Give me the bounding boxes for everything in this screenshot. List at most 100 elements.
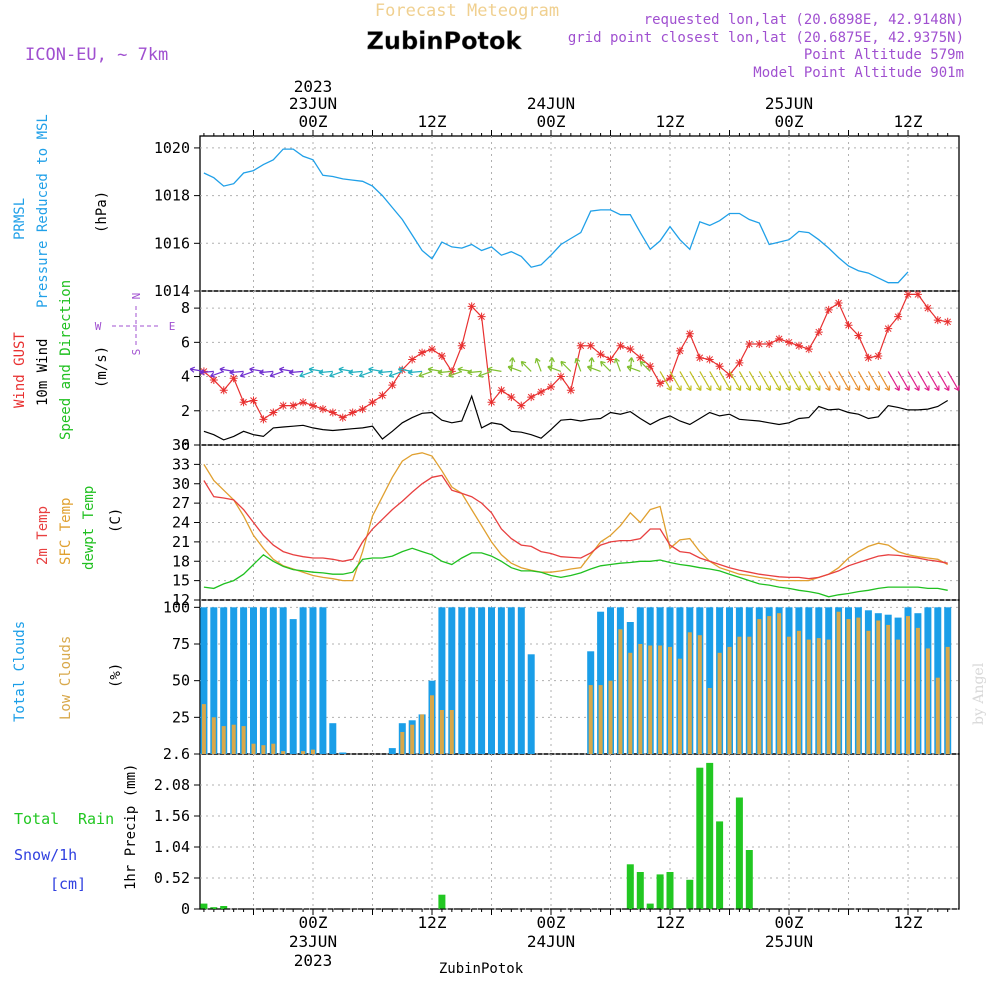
wind-direction-arrow: [857, 371, 871, 392]
low-cloud-label: Low Clouds: [58, 636, 74, 720]
y-tick-label: 30: [172, 475, 190, 493]
gust-marker: [923, 304, 932, 313]
low-cloud-bar: [856, 617, 861, 754]
gust-marker: [497, 386, 506, 395]
top-year-label: 2023: [294, 77, 333, 96]
grid-layer: [200, 136, 959, 910]
low-cloud-bar: [588, 685, 593, 754]
pressure-unit-label: (hPa): [94, 191, 110, 233]
low-cloud-bar: [806, 639, 811, 754]
total-cloud-bar: [607, 607, 614, 754]
wind-direction-arrow: [669, 371, 682, 392]
pressure-panel-frame: [199, 135, 960, 292]
pressure-line: [203, 148, 909, 284]
pressure-label-2: Pressure Reduced to MSL: [35, 114, 51, 308]
gust-marker: [775, 334, 784, 343]
wind-direction-arrow: [548, 357, 555, 372]
gust-marker: [279, 401, 288, 410]
wind-direction-arrow: [534, 357, 542, 372]
total-cloud-bar: [210, 607, 218, 754]
total-cloud-bar: [507, 607, 515, 754]
low-cloud-bar: [658, 645, 663, 754]
chart-title: Forecast Meteogram: [375, 1, 559, 21]
dewpt-label: dewpt Temp: [81, 486, 97, 570]
gust-marker: [824, 305, 833, 314]
wind-direction-arrow: [828, 371, 841, 392]
wind-direction-arrow: [877, 371, 890, 392]
y-tick-label: 18: [172, 552, 190, 570]
gust-marker: [705, 355, 714, 364]
total-cloud-bar: [448, 607, 456, 754]
y-tick-label: 1020: [154, 139, 190, 157]
gust-marker: [646, 362, 655, 371]
compass-rose: N S W E: [95, 293, 176, 356]
wind-direction-arrow: [507, 365, 522, 372]
wind-direction-arrow: [917, 371, 930, 392]
precip-bar: [636, 872, 644, 909]
wind-direction-arrow: [318, 369, 333, 376]
gust-marker: [527, 393, 536, 402]
total-cloud-bar: [597, 611, 605, 754]
wind-direction-arrow: [407, 369, 423, 376]
y-tick-label: 2.6: [163, 745, 190, 763]
temp-unit-label: (C): [108, 508, 124, 533]
total-cloud-bar: [339, 752, 347, 754]
top-tick-label: 00Z: [537, 112, 566, 131]
wind-direction-arrow: [699, 371, 712, 392]
gust-marker: [685, 329, 694, 338]
total-cloud-bar: [388, 748, 396, 754]
low-cloud-bar: [697, 635, 702, 754]
gust-line: [203, 293, 948, 421]
lines-layer: [203, 148, 949, 598]
y-tick-label: 24: [172, 514, 190, 532]
wind-direction-arrow: [348, 369, 363, 376]
wind-direction-arrow: [626, 365, 641, 372]
bars-layer: [200, 607, 952, 909]
wind-direction-arrow: [947, 371, 960, 392]
y-tick-label: 25: [172, 708, 190, 726]
gust-marker: [943, 317, 952, 326]
gust-marker: [656, 379, 665, 388]
marks-layer: [189, 290, 960, 424]
wind-direction-arrow: [199, 369, 214, 376]
pressure-label-1: PRMSL: [12, 198, 28, 240]
gust-marker: [447, 367, 456, 376]
y-tick-label: 0: [181, 900, 190, 918]
footer-location: ZubinPotok: [439, 961, 524, 977]
total-cloud-bar: [279, 607, 287, 754]
y-tick-label: 4: [181, 368, 190, 386]
precip-bar: [200, 903, 208, 909]
low-cloud-bar: [608, 680, 613, 754]
gust-marker: [556, 372, 565, 381]
gust-marker: [239, 398, 248, 407]
gust-marker: [269, 408, 278, 417]
wind-direction-arrow: [418, 370, 433, 378]
precip-rain-label: Rain: [78, 810, 114, 828]
total-cloud-bar: [269, 607, 277, 754]
cloud-unit-label: (%): [108, 663, 124, 688]
gust-marker: [507, 393, 516, 402]
gust-marker: [626, 345, 635, 354]
gust-marker: [834, 298, 843, 307]
low-cloud-bar: [816, 638, 821, 754]
gust-marker: [715, 362, 724, 371]
low-cloud-bar: [271, 743, 276, 754]
low-cloud-bar: [420, 714, 425, 754]
gust-marker: [289, 401, 298, 410]
gust-marker: [616, 341, 625, 350]
y-tick-label: 2.08: [154, 776, 190, 794]
wind-label: 10m Wind: [35, 339, 51, 406]
low-cloud-bar: [241, 726, 246, 754]
y-tick-label: 50: [172, 672, 190, 690]
low-cloud-bar: [301, 751, 306, 754]
bottom-tick-label: 00Z: [775, 913, 804, 932]
compass-north: N: [130, 293, 143, 300]
wind-direction-arrow: [847, 371, 861, 392]
wind-direction-arrow: [560, 360, 572, 372]
y-tick-label: 21: [172, 533, 190, 551]
gust-marker: [864, 353, 873, 362]
wind-direction-arrow: [259, 369, 274, 376]
gust-marker: [378, 391, 387, 400]
gust-marker: [814, 328, 823, 337]
